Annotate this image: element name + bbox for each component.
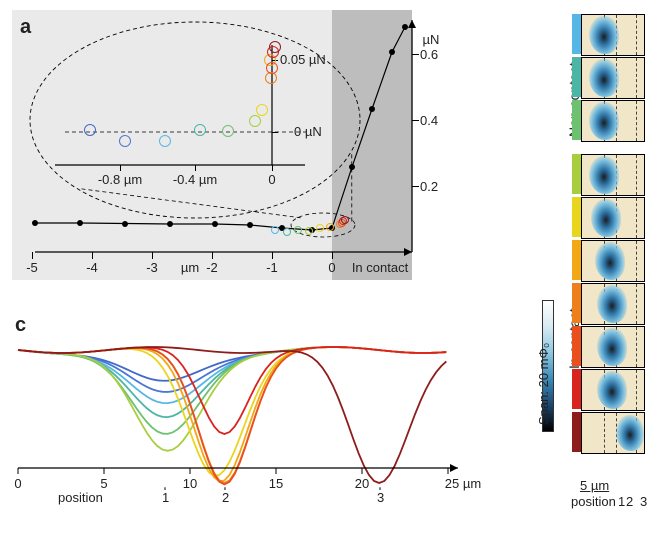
panel-c-curve bbox=[18, 347, 446, 483]
panel-c-curves bbox=[18, 347, 446, 484]
panel-a-series-marker bbox=[316, 224, 324, 232]
panel-a-trace-point bbox=[349, 164, 355, 170]
panel-a-contact-region bbox=[332, 10, 412, 280]
panel-b-color-chip bbox=[572, 57, 581, 97]
panel-a-letter: a bbox=[20, 16, 31, 39]
panel-a-y-tick: 0.2 bbox=[420, 179, 456, 194]
panel-a-x-tick: -2 bbox=[197, 260, 227, 275]
panel-c-curve bbox=[18, 347, 446, 483]
panel-a-y-tick: 0.4 bbox=[420, 113, 456, 128]
panel-b-thumb bbox=[572, 154, 643, 194]
panel-c-curve bbox=[18, 347, 446, 434]
panel-c-x-tick: 5 bbox=[89, 476, 119, 491]
panel-a-x-tick: -1 bbox=[257, 260, 287, 275]
panel-b-color-chip bbox=[572, 240, 581, 280]
panel-c-curve bbox=[18, 347, 446, 451]
panel-b-thumb bbox=[572, 412, 643, 452]
panel-c-dip-marker: 1 bbox=[162, 490, 169, 505]
inset-x-tick: -0.4 µm bbox=[165, 172, 225, 187]
panel-a-x-tick: -3 bbox=[137, 260, 167, 275]
panel-a-x-tick: -4 bbox=[77, 260, 107, 275]
panel-a-in-contact-label: In contact bbox=[340, 260, 420, 275]
inset-marker bbox=[159, 135, 171, 147]
inset-y-label: 0 µN bbox=[294, 124, 374, 139]
panel-c-dip-marker: 2 bbox=[222, 490, 229, 505]
panel-c-x-tick: 20 bbox=[347, 476, 377, 491]
panel-a-series-marker bbox=[283, 228, 291, 236]
panel-b-color-chip bbox=[572, 14, 581, 54]
panel-c-curve bbox=[18, 347, 446, 476]
inset-marker bbox=[249, 115, 261, 127]
panel-c-dip-marker: 3 bbox=[377, 490, 384, 505]
panel-c-curve bbox=[18, 347, 446, 403]
panel-c-x-label: position bbox=[58, 490, 138, 505]
panel-b-thumb bbox=[572, 240, 643, 280]
panel-b-position-tick: 2 bbox=[626, 494, 633, 509]
panel-a-trace-point bbox=[122, 221, 128, 227]
panel-a-series-marker bbox=[341, 216, 349, 224]
panel-b-thumb bbox=[572, 57, 643, 97]
panel-c-curve bbox=[18, 347, 446, 381]
panel-b-scalebar-label: 5 µm bbox=[580, 478, 609, 493]
panel-c-curve bbox=[18, 347, 446, 417]
panel-a-series-marker bbox=[326, 223, 334, 231]
panel-a-trace-point bbox=[369, 106, 375, 112]
panel-a-y-label: µN bbox=[416, 32, 446, 47]
panel-a-series-marker bbox=[294, 226, 302, 234]
inset-y-label: 0.05 µN bbox=[280, 52, 360, 67]
panel-a-trace-point bbox=[167, 221, 173, 227]
panel-b-color-chip bbox=[572, 283, 581, 323]
panel-b-thumb bbox=[572, 326, 643, 366]
inset-x-tick: 0 bbox=[242, 172, 302, 187]
inset-marker bbox=[194, 124, 206, 136]
panel-c-x-tick: 25 µm bbox=[433, 476, 493, 491]
panel-b-thumb bbox=[572, 100, 643, 140]
panel-a-series-marker bbox=[305, 227, 313, 235]
panel-b-color-chip bbox=[572, 369, 581, 409]
panel-b-color-chip bbox=[572, 154, 581, 194]
panel-a-series-marker bbox=[271, 226, 279, 234]
panel-b-position-label: position bbox=[571, 494, 616, 509]
inset-x-tick: -0.8 µm bbox=[90, 172, 150, 187]
inset-marker bbox=[256, 104, 268, 116]
panel-c-curve bbox=[18, 347, 446, 434]
panel-c-letter: c bbox=[15, 314, 26, 337]
panel-b-position-tick: 1 bbox=[618, 494, 625, 509]
panel-c-x-tick: 0 bbox=[3, 476, 33, 491]
panel-c-x-tick: 10 bbox=[175, 476, 205, 491]
panel-a-x-tick: -5 bbox=[17, 260, 47, 275]
panel-a-trace-point bbox=[212, 221, 218, 227]
panel-a-x-tick: 0 bbox=[317, 260, 347, 275]
panel-b-color-chip bbox=[572, 197, 581, 237]
panel-c-curve bbox=[18, 347, 446, 484]
panel-b-thumb bbox=[572, 369, 643, 409]
inset-marker bbox=[269, 41, 281, 53]
inset-marker bbox=[119, 135, 131, 147]
panel-b-color-chip bbox=[572, 412, 581, 452]
panel-c-x-tick: 15 bbox=[261, 476, 291, 491]
colorbar-label: Span: 20 mΦ₀ bbox=[536, 343, 551, 425]
panel-b-thumb bbox=[572, 283, 643, 323]
panel-b-thumb bbox=[572, 14, 643, 54]
panel-c-curve bbox=[18, 347, 446, 481]
panel-a-trace-point bbox=[32, 220, 38, 226]
inset-marker bbox=[84, 124, 96, 136]
panel-a-trace-point bbox=[389, 49, 395, 55]
panel-a-trace-point bbox=[402, 24, 408, 30]
panel-b-color-chip bbox=[572, 326, 581, 366]
panel-a-y-tick: 0.6 bbox=[420, 47, 456, 62]
panel-a-trace-point bbox=[77, 220, 83, 226]
inset-marker bbox=[266, 62, 278, 74]
panel-b-position-tick: 3 bbox=[640, 494, 647, 509]
panel-a-noncontact-region bbox=[12, 10, 332, 280]
panel-a-trace-point bbox=[247, 222, 253, 228]
panel-b-color-chip bbox=[572, 100, 581, 140]
panel-b-thumb bbox=[572, 197, 643, 237]
inset-marker bbox=[222, 125, 234, 137]
panel-c-curve bbox=[18, 347, 446, 392]
